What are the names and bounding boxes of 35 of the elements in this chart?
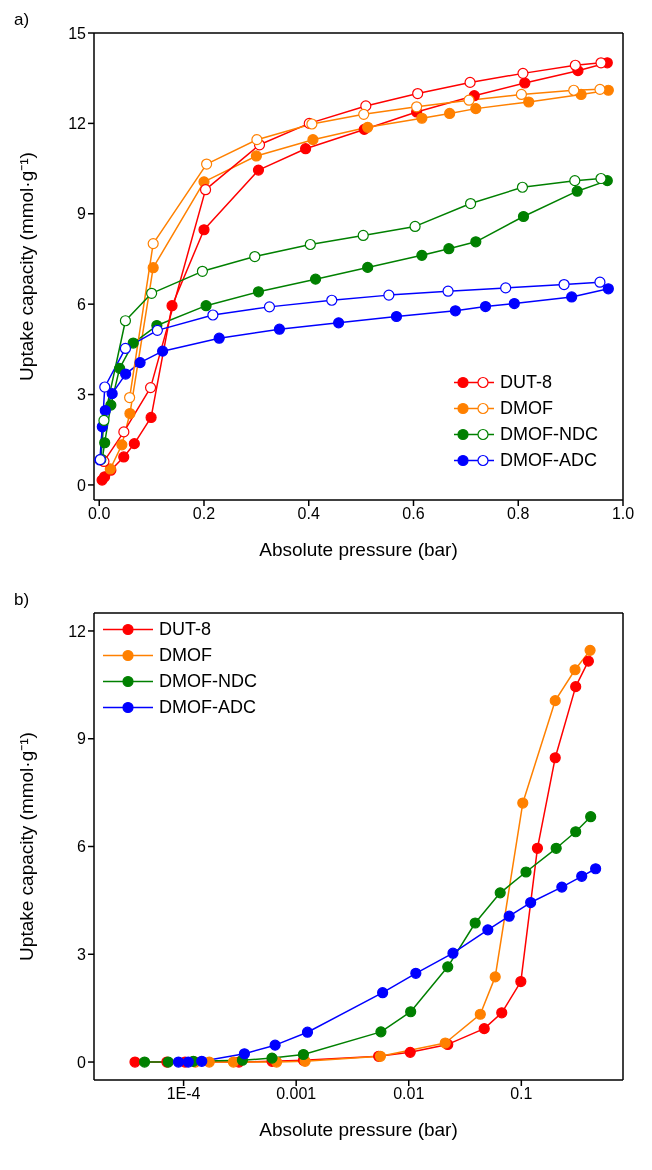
y-tick-label: 6 (77, 295, 87, 313)
legend-label: DMOF-ADC (159, 696, 256, 719)
chart-title: b) (14, 590, 30, 610)
x-tick-label: 1.0 (611, 505, 635, 523)
legend-label: DMOF (500, 397, 554, 420)
x-tick-label: 0.001 (276, 1085, 317, 1103)
y-tick-label: 3 (77, 945, 87, 963)
x-tick-label: 0.8 (507, 505, 530, 523)
y-tick-label: 9 (77, 730, 87, 748)
legend-label: DMOF-NDC (500, 423, 598, 446)
y-tick-label: 12 (68, 622, 87, 640)
legend-label: DUT-8 (500, 371, 553, 394)
x-tick-label: 0.01 (393, 1085, 425, 1103)
x-tick-label: 0.4 (297, 505, 320, 523)
x-tick-label: 1E-4 (166, 1085, 201, 1103)
y-tick-label: 0 (77, 1053, 87, 1071)
y-axis-title: Uptake capacity (mmol·g⁻¹) (15, 732, 37, 961)
y-axis-title: Uptake capacity (mmol·g⁻¹) (15, 152, 37, 381)
y-tick-label: 6 (77, 838, 87, 856)
legend-label: DMOF (159, 644, 212, 667)
y-tick-label: 0 (77, 476, 87, 494)
y-tick-label: 9 (77, 205, 87, 223)
y-tick-label: 12 (68, 115, 87, 133)
legend-label: DMOF-ADC (500, 449, 598, 472)
x-tick-label: 0.2 (192, 505, 216, 523)
y-tick-label: 3 (77, 386, 87, 404)
legend-label: DUT-8 (159, 618, 212, 641)
x-axis-title: Absolute pressure (bar) (259, 1119, 458, 1140)
x-tick-label: 0.0 (88, 505, 111, 523)
x-tick-label: 0.6 (402, 505, 425, 523)
x-tick-label: 0.1 (510, 1085, 533, 1103)
x-axis-title: Absolute pressure (bar) (259, 539, 458, 560)
chart-title: a) (14, 10, 30, 30)
legend-label: DMOF-NDC (159, 670, 257, 693)
y-tick-label: 15 (68, 24, 87, 42)
